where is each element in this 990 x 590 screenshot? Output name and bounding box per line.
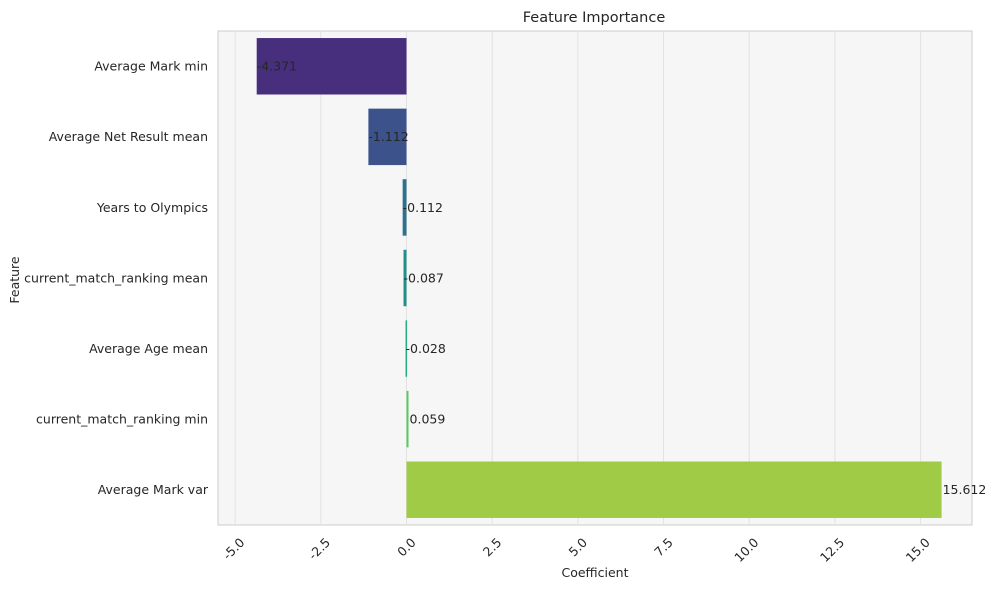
bar — [368, 108, 407, 166]
bar-value-label: -0.112 — [403, 200, 443, 215]
bar — [406, 461, 942, 518]
bar-value-label: -1.112 — [368, 129, 408, 144]
x-tick-label: 7.5 — [651, 535, 676, 560]
category-label: Average Net Result mean — [49, 129, 208, 144]
x-axis-title: Coefficient — [561, 565, 628, 580]
x-tick-label: 5.0 — [566, 535, 591, 560]
x-tick-label: -5.0 — [220, 535, 248, 563]
bars-group — [256, 38, 942, 518]
plot-area — [217, 30, 973, 526]
y-axis-title: Feature — [7, 256, 22, 304]
category-labels-group: Average Mark min Average Net Result mean Y… — [24, 59, 209, 497]
category-label: current_match_ranking mean — [24, 270, 208, 285]
bar — [256, 38, 407, 95]
x-tick-label: 10.0 — [731, 535, 761, 565]
x-tick-label: 0.0 — [394, 535, 419, 560]
x-tick-label: 12.5 — [817, 535, 847, 565]
chart-title: Feature Importance — [523, 10, 666, 26]
category-label: current_match_ranking min — [36, 412, 208, 427]
bar — [402, 179, 407, 236]
x-tick-labels-group: -5.0 -2.5 0.0 2.5 5.0 7.5 10.0 12.5 15.0 — [220, 535, 933, 565]
x-tick-label: 2.5 — [480, 535, 505, 560]
bar-value-label: 0.059 — [410, 412, 446, 427]
bar — [405, 320, 408, 377]
value-labels-group: -4.371 -1.112 -0.112 -0.087 -0.028 0.059 15.61… — [257, 59, 987, 497]
bar — [406, 390, 409, 448]
bar — [403, 249, 407, 307]
x-tick-label: 15.0 — [903, 535, 933, 565]
bar-value-label: -0.087 — [404, 270, 444, 285]
category-label: Average Age mean — [89, 341, 208, 356]
bar-value-label: 15.612 — [943, 482, 987, 497]
category-label: Average Mark min — [94, 59, 208, 74]
bar-value-label: -4.371 — [257, 59, 297, 74]
category-label: Average Mark var — [98, 482, 209, 497]
bar-value-label: -0.028 — [406, 341, 446, 356]
x-tick-label: -2.5 — [305, 535, 333, 563]
category-label: Years to Olympics — [96, 200, 208, 215]
